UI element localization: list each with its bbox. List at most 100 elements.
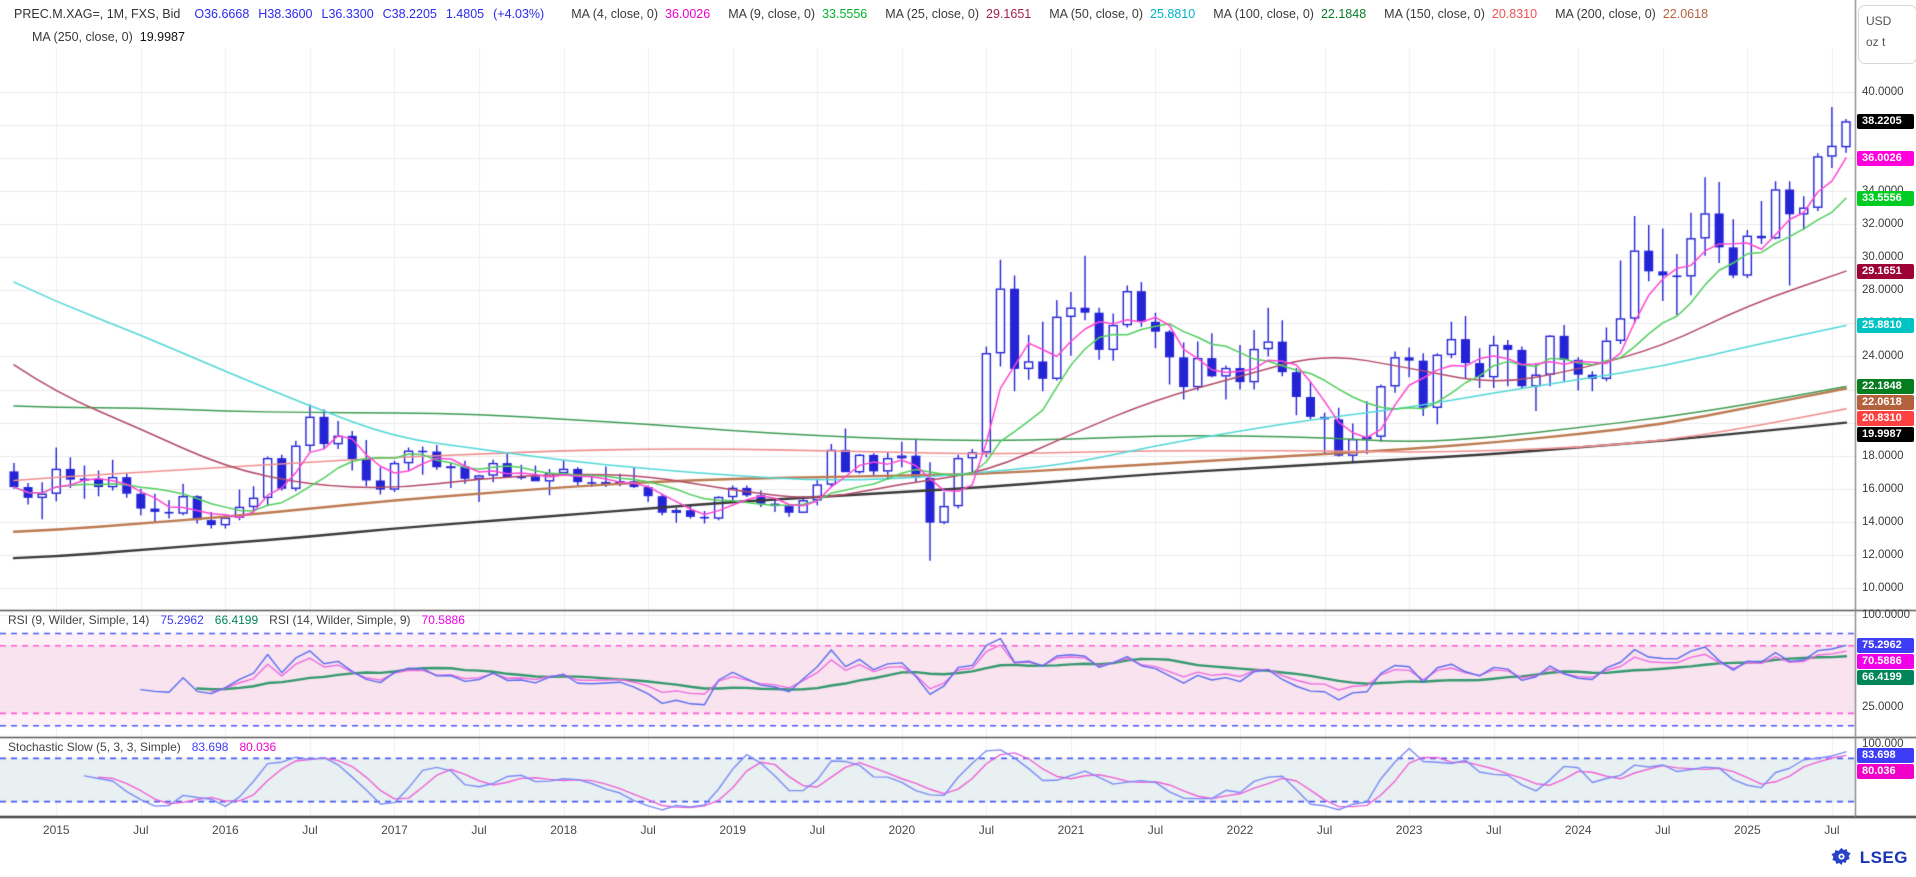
rsi-legend-segment: 66.4199 (214, 613, 259, 627)
axis-price-badge: 29.1651 (1857, 263, 1914, 279)
ma-legend-item: MA (200, close, 0) 22.0618 (1555, 7, 1708, 21)
price-axis-tick: 24.0000 (1862, 350, 1904, 363)
price-axis-tick: 30.0000 (1862, 251, 1904, 264)
time-axis-tick: 2025 (1733, 823, 1761, 837)
time-axis-tick: 2022 (1226, 823, 1254, 837)
ma-label: MA (200, close, 0) (1555, 7, 1656, 21)
lseg-logo: LSEG (1829, 846, 1908, 869)
time-axis-tick: 2018 (550, 823, 577, 837)
ma-label: MA (9, close, 0) (728, 7, 816, 21)
axis-price-badge: 33.5556 (1857, 191, 1914, 207)
stochastic-legend-segment: 80.036 (239, 740, 277, 754)
price-axis-tick: 12.0000 (1862, 548, 1904, 561)
instrument-title: PREC.M.XAG=, 1M, FXS, Bid (14, 7, 181, 21)
axis-price-badge: 38.2205 (1857, 113, 1914, 129)
time-axis-tick: 2016 (212, 823, 239, 837)
price-axis-tick: 32.0000 (1862, 218, 1904, 231)
quote-c: C38.2205 (382, 7, 437, 21)
ma-label: MA (150, close, 0) (1384, 7, 1485, 21)
axis-price-badge: 19.9987 (1857, 427, 1914, 442)
price-axis-tick: 100.000 (1862, 738, 1904, 750)
ma-legend-item: MA (50, close, 0) 25.8810 (1049, 7, 1195, 21)
time-axis-tick: Jul (1655, 823, 1671, 837)
time-axis-tick: 2021 (1057, 823, 1085, 837)
ma-legend-item: MA (150, close, 0) 20.8310 (1384, 7, 1537, 21)
axis-price-badge: 22.0618 (1857, 395, 1914, 410)
time-axis-tick: Jul (1824, 823, 1840, 837)
ma-label: MA (25, close, 0) (885, 7, 980, 21)
lseg-logo-text: LSEG (1859, 847, 1908, 867)
axis-price-badge: 75.2962 (1857, 637, 1914, 653)
ma-value: 22.0618 (1662, 7, 1709, 21)
quote-o: O36.6668 (194, 7, 250, 21)
stochastic-legend-segment: 83.698 (191, 740, 229, 754)
price-axis-tick: 25.0000 (1862, 701, 1904, 714)
axis-unit-label: oz t (1866, 35, 1886, 49)
axis-price-badge: 36.0026 (1857, 150, 1914, 166)
time-axis-tick: 2019 (719, 823, 747, 837)
time-axis-tick: 2024 (1564, 823, 1592, 837)
time-axis-tick: 2020 (888, 823, 916, 837)
rsi-legend-segment: RSI (9, Wilder, Simple, 14) (8, 613, 150, 627)
price-axis-tick: 28.0000 (1862, 284, 1904, 297)
time-axis-tick: Jul (1147, 823, 1164, 837)
axis-price-badge: 25.8810 (1857, 317, 1914, 333)
axis-price-badge: 22.1848 (1857, 379, 1914, 394)
ma-value: 20.8310 (1491, 7, 1538, 21)
axis-unit-box[interactable]: USD oz t (1858, 5, 1916, 64)
axis-currency-label: USD (1866, 14, 1892, 28)
time-axis-tick: Jul (133, 823, 149, 837)
ma-legend-item: MA (25, close, 0) 29.1651 (885, 7, 1031, 21)
axis-price-badge: 20.8310 (1857, 411, 1914, 426)
time-axis-tick: Jul (302, 823, 318, 837)
axis-price-badge: 66.4199 (1857, 669, 1914, 685)
time-axis-tick: 2017 (381, 823, 408, 837)
ma-value: 33.5556 (822, 7, 868, 21)
ma-legend-item: MA (100, close, 0) 22.1848 (1213, 7, 1366, 21)
quote-h: H38.3600 (258, 7, 313, 21)
rsi-legend-segment: 75.2962 (160, 613, 204, 627)
change-percent: (+4.03%) (493, 7, 545, 21)
axis-price-badge: 83.698 (1857, 748, 1914, 764)
rsi-legend-segment: RSI (14, Wilder, Simple, 9) (269, 613, 411, 627)
time-axis-tick: Jul (1316, 823, 1333, 837)
rsi-legend-segment: 70.5886 (421, 613, 465, 627)
ma-legend-item: MA (9, close, 0) 33.5556 (728, 7, 867, 21)
stochastic-legend-segment: Stochastic Slow (5, 3, 3, Simple) (8, 740, 181, 754)
ma-label: MA (100, close, 0) (1213, 7, 1314, 21)
time-axis-tick: Jul (978, 823, 995, 837)
ma-value: 29.1651 (986, 7, 1032, 21)
price-axis-tick: 14.0000 (1862, 515, 1904, 528)
time-axis-tick: Jul (640, 823, 656, 837)
axis-price-badge: 70.5886 (1857, 653, 1914, 669)
price-axis-tick: 16.0000 (1862, 482, 1904, 495)
axis-price-badge: 80.036 (1857, 764, 1914, 780)
chart-legend-line2: MA (250, close, 0) 19.9987 (14, 30, 185, 44)
price-axis-tick: 18.0000 (1862, 449, 1904, 462)
ma-legend-group: MA (4, close, 0) 36.0026 MA (9, close, 0) 3… (553, 7, 1708, 21)
price-axis-tick: 100.0000 (1862, 609, 1910, 621)
ma-value: 22.1848 (1320, 7, 1367, 21)
ma-value: 36.0026 (665, 7, 711, 21)
time-axis-tick: Jul (471, 823, 487, 837)
ohlc-quote-group: O36.6668 H38.3600 L36.3300 C38.2205 (194, 7, 446, 21)
ma-value: 25.8810 (1150, 7, 1196, 21)
price-axis-tick: 40.0000 (1862, 86, 1904, 98)
change-value: 1.4805 (445, 7, 485, 21)
time-axis-tick: Jul (1486, 823, 1502, 837)
time-axis-tick: Jul (809, 823, 825, 837)
ma-legend-item: MA (4, close, 0) 36.0026 (571, 7, 710, 21)
quote-l: L36.3300 (321, 7, 374, 21)
ma-label: MA (250, close, 0) (32, 30, 133, 44)
ma-label: MA (4, close, 0) (571, 7, 659, 21)
ma-value: 19.9987 (139, 30, 185, 44)
chart-legend-line1: PREC.M.XAG=, 1M, FXS, Bid O36.6668 H38.36… (14, 7, 1708, 21)
ma-label: MA (50, close, 0) (1049, 7, 1144, 21)
time-axis-tick: 2015 (42, 823, 70, 837)
stochastic-legend: Stochastic Slow (5, 3, 3, Simple) 83.698 8… (8, 740, 287, 754)
lseg-crest-icon (1831, 847, 1851, 866)
time-axis-tick: 2023 (1395, 823, 1423, 837)
price-axis-tick: 10.0000 (1862, 581, 1904, 594)
